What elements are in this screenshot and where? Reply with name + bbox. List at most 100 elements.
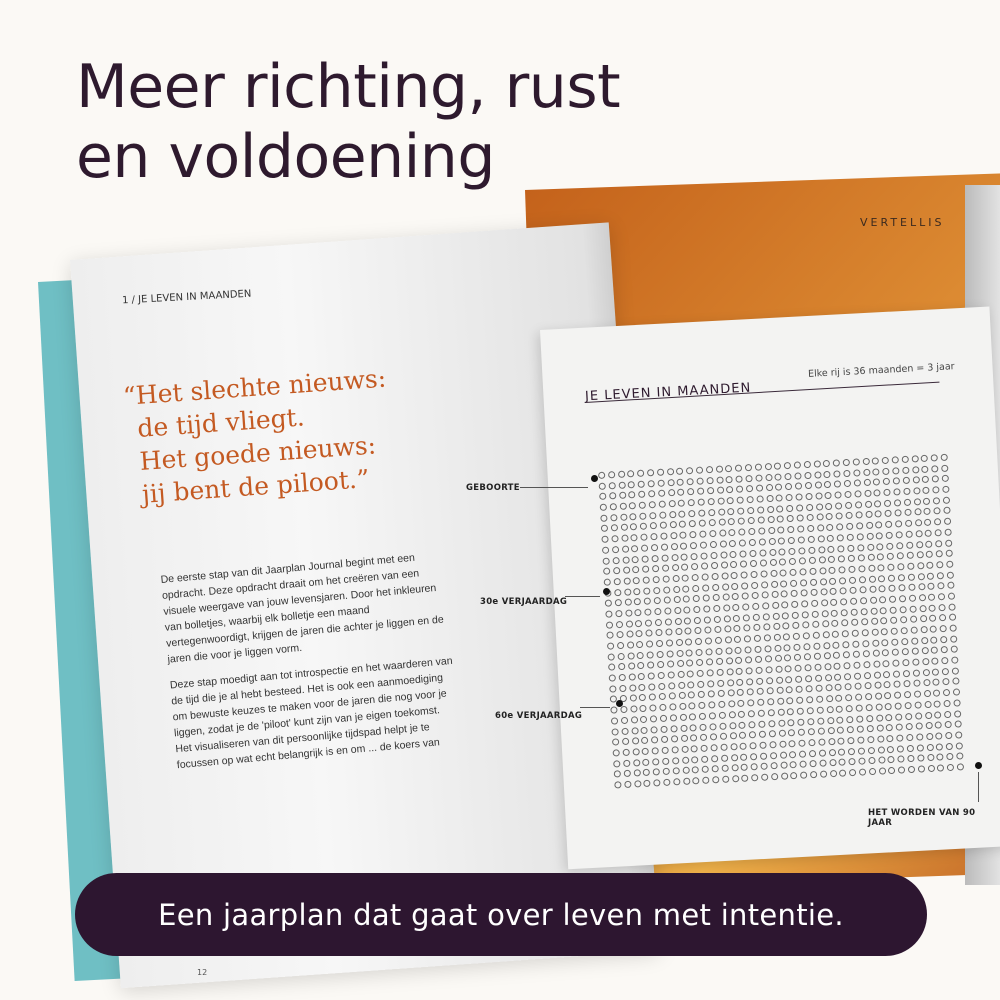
month-circle bbox=[692, 595, 701, 603]
month-circle bbox=[679, 724, 688, 732]
month-circle bbox=[748, 538, 757, 547]
month-circle bbox=[641, 736, 649, 745]
month-circle bbox=[928, 593, 936, 601]
month-circle bbox=[619, 513, 628, 521]
month-circle bbox=[793, 461, 802, 469]
month-circle bbox=[703, 605, 711, 613]
month-circle bbox=[674, 617, 682, 625]
month-circle bbox=[853, 672, 862, 680]
month-circle bbox=[635, 619, 643, 627]
month-circle bbox=[611, 738, 620, 746]
month-circle bbox=[717, 700, 726, 709]
month-circle bbox=[922, 679, 931, 687]
month-circle bbox=[743, 624, 751, 632]
headline-line-2: en voldoening bbox=[76, 122, 495, 192]
month-circle bbox=[688, 702, 696, 710]
month-circle bbox=[654, 618, 663, 626]
month-circle bbox=[856, 714, 864, 723]
month-circle bbox=[785, 686, 794, 694]
month-circle bbox=[814, 663, 822, 672]
month-circle bbox=[835, 705, 844, 713]
month-circle bbox=[923, 497, 931, 505]
month-circle bbox=[901, 466, 910, 474]
month-circle bbox=[612, 567, 621, 575]
month-circle bbox=[648, 501, 656, 509]
month-circle bbox=[924, 529, 933, 537]
month-circle bbox=[668, 510, 677, 519]
month-circle bbox=[627, 470, 635, 478]
month-circle bbox=[648, 693, 657, 702]
month-circle bbox=[725, 657, 733, 665]
month-circle bbox=[717, 497, 725, 505]
month-circle bbox=[870, 617, 878, 626]
month-circle bbox=[867, 564, 876, 572]
month-circle bbox=[928, 604, 937, 612]
month-circle bbox=[679, 713, 687, 721]
month-circle bbox=[620, 534, 629, 543]
month-circle bbox=[955, 741, 963, 750]
month-circle bbox=[918, 604, 927, 613]
month-circle bbox=[711, 765, 719, 773]
month-circle bbox=[739, 742, 748, 750]
month-circle bbox=[679, 531, 687, 539]
month-circle bbox=[666, 660, 675, 669]
month-circle bbox=[924, 711, 932, 719]
month-circle bbox=[618, 684, 627, 692]
month-circle bbox=[769, 569, 778, 578]
month-circle bbox=[781, 601, 789, 609]
month-circle bbox=[822, 641, 831, 650]
month-circle bbox=[705, 465, 713, 474]
month-circle bbox=[951, 667, 959, 675]
month-circle bbox=[897, 755, 905, 763]
month-circle bbox=[705, 658, 714, 666]
month-circle bbox=[779, 558, 787, 566]
month-circle bbox=[660, 725, 668, 733]
month-circle bbox=[823, 470, 831, 478]
month-circle bbox=[657, 479, 665, 487]
month-circle bbox=[737, 699, 745, 708]
month-circle bbox=[668, 500, 676, 508]
month-circle bbox=[838, 576, 847, 585]
month-circle bbox=[914, 529, 923, 538]
month-circle bbox=[888, 595, 897, 603]
month-circle bbox=[714, 636, 722, 645]
month-circle bbox=[668, 692, 676, 701]
month-circle bbox=[727, 507, 735, 516]
month-circle bbox=[829, 587, 838, 596]
month-circle bbox=[669, 521, 677, 529]
month-circle bbox=[848, 576, 857, 584]
month-circle bbox=[747, 709, 756, 718]
month-circle bbox=[734, 635, 742, 644]
month-circle bbox=[863, 671, 871, 680]
month-circle bbox=[664, 617, 672, 626]
month-circle bbox=[816, 524, 824, 532]
month-circle bbox=[785, 483, 793, 491]
month-circle bbox=[665, 639, 674, 647]
month-circle bbox=[656, 468, 665, 476]
month-circle bbox=[716, 679, 725, 687]
month-circle bbox=[884, 702, 893, 711]
month-circle bbox=[774, 473, 783, 481]
month-circle bbox=[918, 593, 926, 602]
month-circle bbox=[821, 620, 829, 628]
month-circle bbox=[816, 706, 824, 714]
month-circle bbox=[699, 530, 707, 538]
month-circle bbox=[693, 616, 702, 624]
month-circle bbox=[616, 631, 624, 639]
month-circle bbox=[856, 533, 864, 541]
month-circle bbox=[912, 476, 920, 484]
month-circle bbox=[627, 662, 635, 671]
leader-line bbox=[520, 487, 588, 488]
month-circle bbox=[916, 754, 925, 762]
month-circle bbox=[840, 598, 848, 606]
month-circle bbox=[940, 453, 948, 462]
month-circle bbox=[930, 646, 939, 655]
month-circle bbox=[703, 615, 712, 624]
month-circle bbox=[777, 719, 786, 727]
month-circle bbox=[670, 735, 679, 743]
month-circle bbox=[939, 614, 947, 622]
month-circle bbox=[698, 701, 706, 710]
month-circle bbox=[704, 626, 712, 634]
month-circle bbox=[845, 522, 854, 531]
month-circle bbox=[630, 534, 639, 542]
